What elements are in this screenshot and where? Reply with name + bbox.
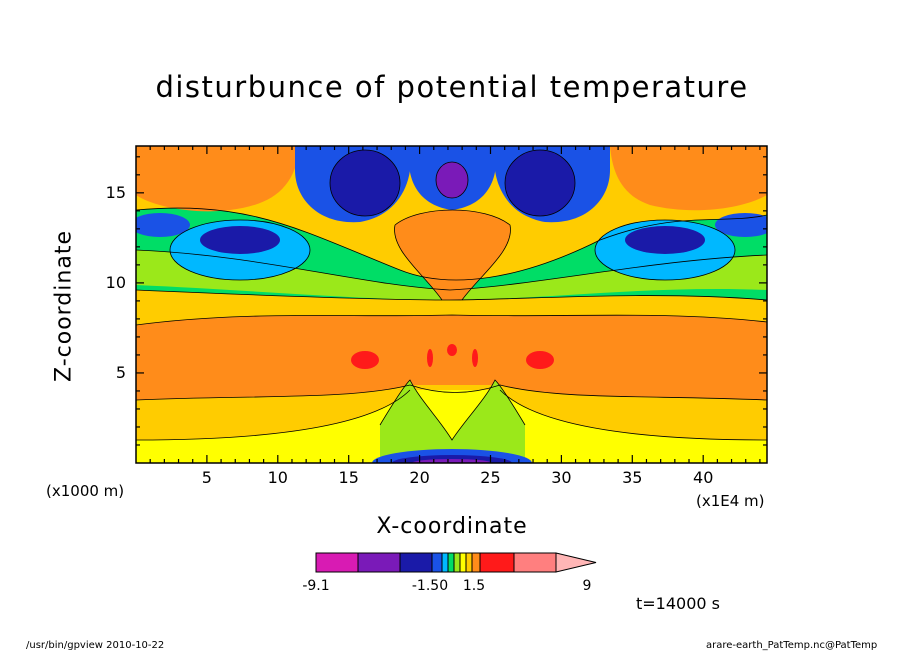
colorbar — [315, 552, 597, 573]
field-blue-left — [200, 226, 280, 254]
x-tick-label: 40 — [693, 468, 714, 487]
colorbar-segment — [441, 552, 449, 573]
field-purple-core-center — [436, 162, 468, 198]
colorbar-segment — [513, 552, 557, 573]
footer-right: arare-earth_PatTemp.nc@PatTemp — [706, 640, 878, 651]
contour-lines — [136, 149, 767, 441]
field-orange-topleft — [136, 146, 300, 212]
colorbar-segment — [315, 552, 359, 573]
x-tick-label: 30 — [551, 468, 572, 487]
y-tick-label: 15 — [105, 182, 126, 202]
field-red-centerright — [472, 349, 478, 367]
colorbar-segment — [479, 552, 515, 573]
x-tick-label: 10 — [267, 468, 288, 487]
field-blue-edge-left — [136, 213, 190, 237]
colorbar-label: 9 — [582, 578, 592, 594]
field-darkblue-core-right — [505, 150, 575, 216]
field-blue-right — [625, 226, 705, 254]
footer-left: /usr/bin/gpview 2010-10-22 — [26, 640, 165, 651]
colorbar-segment — [399, 552, 433, 573]
field-red-left — [351, 351, 379, 369]
y-tick-label: 5 — [115, 362, 126, 382]
colorbar-segment — [471, 552, 481, 573]
colorbar-segment — [465, 552, 473, 573]
chart-title: disturbunce of potential temperature — [155, 70, 749, 104]
field-orange-topright — [610, 146, 767, 211]
x-tick-label: 5 — [201, 468, 212, 487]
field-orange-band — [136, 315, 767, 400]
x-tick-label: 15 — [338, 468, 359, 487]
y-axis-label: Z-coordinate — [51, 230, 77, 382]
contour-field — [136, 146, 767, 463]
x-unit-right: (x1E4 m) — [696, 492, 765, 510]
x-axis-label: X-coordinate — [376, 514, 528, 539]
colorbar-label: 1.5 — [462, 578, 486, 594]
colorbar-label: -9.1 — [302, 578, 330, 594]
field-yellow-upper — [136, 250, 767, 300]
x-tick-label: 35 — [622, 468, 643, 487]
field-red-center — [447, 344, 457, 356]
field-red-right — [526, 351, 554, 369]
plot-frame — [135, 145, 768, 464]
x-unit-left: (x1000 m) — [46, 482, 125, 500]
colorbar-segment — [431, 552, 443, 573]
colorbar-segment — [357, 552, 401, 573]
colorbar-segment — [447, 552, 455, 573]
time-label: t=14000 s — [636, 594, 720, 613]
y-tick-label: 10 — [105, 272, 126, 292]
colorbar-arrow — [555, 552, 597, 573]
tick-marks — [136, 146, 767, 463]
field-red-centerleft — [427, 349, 433, 367]
field-yellow-bottom — [136, 390, 767, 463]
field-green-bottom — [380, 380, 525, 463]
colorbar-segment — [453, 552, 461, 573]
field-darkblue-core-left — [330, 150, 400, 216]
x-tick-label: 25 — [480, 468, 501, 487]
colorbar-label: -1.50 — [411, 578, 449, 594]
x-tick-label: 20 — [409, 468, 430, 487]
colorbar-segment — [459, 552, 467, 573]
field-purple-bottom — [412, 459, 492, 463]
